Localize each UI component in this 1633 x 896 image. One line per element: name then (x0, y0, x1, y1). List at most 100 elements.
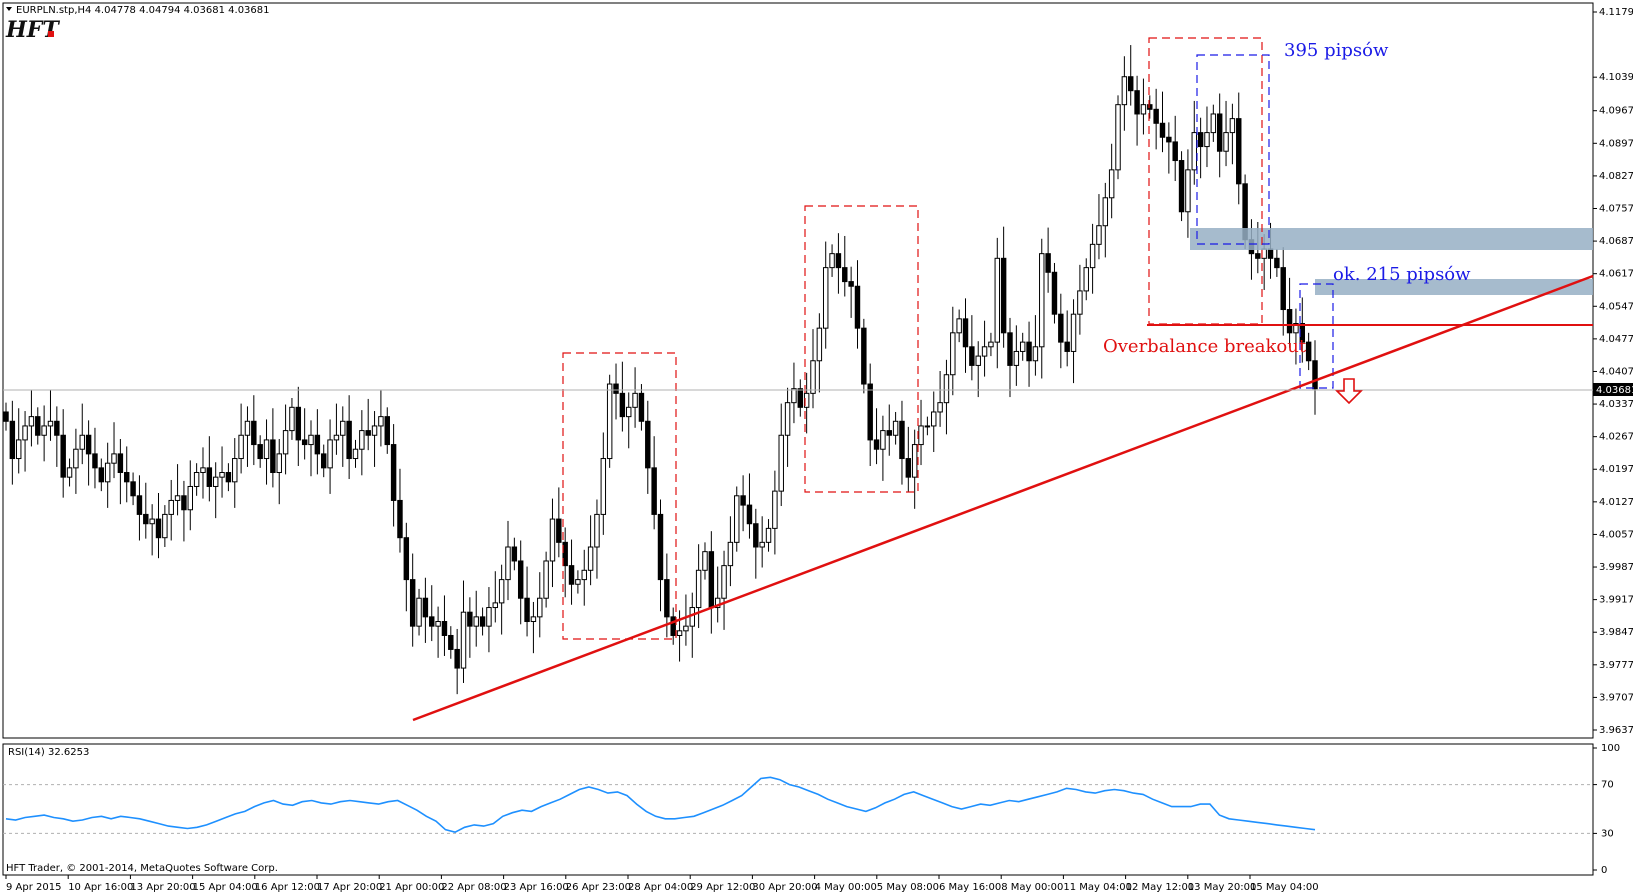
candle (168, 479, 174, 541)
candle (486, 587, 492, 653)
candle (193, 463, 200, 496)
price-tick-label: 4.00570 (1599, 529, 1633, 540)
candle (626, 392, 632, 449)
candle (575, 570, 581, 594)
candle (702, 542, 708, 580)
candle (92, 427, 98, 489)
candle (613, 363, 619, 420)
candle (1051, 262, 1058, 324)
candle (886, 404, 892, 456)
candle (981, 320, 988, 377)
candle (238, 403, 244, 474)
candle (149, 504, 155, 556)
candle (346, 395, 352, 480)
overbalance-box-2 (804, 205, 919, 493)
annotation-overbalance-breakout: Overbalance breakout (1103, 336, 1307, 357)
candle (467, 597, 473, 658)
candle (498, 564, 505, 635)
candle (244, 406, 251, 467)
candle (829, 244, 835, 277)
candle (340, 406, 346, 467)
price-tick-label: 4.03370 (1599, 399, 1633, 410)
candle (727, 516, 734, 587)
rsi-series (5, 776, 1316, 834)
rsi-tick-label: 100 (1601, 743, 1620, 754)
candle (543, 551, 549, 608)
time-tick-label: 10 Apr 16:00 (68, 882, 133, 893)
candle (409, 553, 416, 647)
candle (943, 359, 950, 435)
candle (765, 519, 772, 552)
candle (54, 406, 60, 467)
candle (1286, 277, 1293, 348)
candle (950, 306, 956, 396)
candle (931, 391, 937, 453)
candle (753, 508, 759, 579)
candle (556, 487, 562, 558)
candle (416, 588, 422, 636)
candle (225, 463, 232, 492)
candle (600, 432, 607, 535)
candle (962, 298, 969, 373)
hft-logo-text: HFT (5, 17, 60, 43)
candle (822, 241, 829, 349)
candle (848, 266, 854, 318)
candle (835, 233, 842, 294)
price-tick-label: 3.96370 (1599, 725, 1633, 736)
candle (136, 475, 143, 541)
candle (721, 550, 727, 630)
candle (66, 458, 73, 487)
candle (791, 362, 797, 424)
time-tick-label: 29 Apr 12:00 (690, 882, 755, 893)
candle (1127, 45, 1134, 106)
candle (861, 318, 867, 394)
candle (1019, 332, 1026, 361)
candle (1216, 93, 1223, 178)
candle (1039, 238, 1045, 379)
price-tick-label: 4.07570 (1599, 203, 1633, 214)
main-chart-frame (2, 2, 1594, 739)
time-tick-label: 11 May 04:00 (1063, 882, 1132, 893)
candle (1058, 293, 1064, 369)
chart-header: EURPLN.stp,H4 4.04778 4.04794 4.03681 4.… (6, 5, 270, 16)
candle (1210, 104, 1217, 142)
candle (206, 436, 213, 502)
rsi-title: RSI(14) 32.6253 (8, 747, 89, 758)
candle (892, 411, 899, 445)
candle (1147, 95, 1153, 119)
candle (41, 405, 47, 462)
candle (924, 416, 931, 436)
price-tick-label: 4.10390 (1599, 72, 1633, 83)
candle (537, 572, 543, 638)
candle (60, 409, 66, 498)
candle (854, 260, 861, 349)
candle (918, 399, 924, 466)
price-tick-label: 4.06170 (1599, 269, 1633, 280)
candle (594, 499, 600, 579)
candle (517, 540, 524, 625)
candle (460, 580, 467, 683)
price-tick-label: 3.97770 (1599, 660, 1633, 671)
candle (371, 411, 378, 467)
time-tick-label: 12 May 12:00 (1126, 882, 1195, 893)
candle (1000, 226, 1007, 348)
candle (9, 400, 16, 485)
price-tick-label: 3.98470 (1599, 627, 1633, 638)
candle (1140, 78, 1147, 135)
candle (251, 395, 257, 466)
candle (314, 409, 321, 475)
candle (1274, 249, 1280, 277)
time-tick-label: 23 Apr 16:00 (504, 882, 569, 893)
candle (98, 458, 105, 492)
candle (568, 539, 575, 605)
time-tick-label: 17 Apr 20:00 (317, 882, 382, 893)
price-tick-label: 4.11790 (1599, 7, 1633, 18)
candle (810, 329, 816, 409)
candle (657, 499, 664, 612)
candle (1293, 308, 1299, 365)
price-tick-label: 4.06870 (1599, 236, 1633, 247)
candle (1077, 264, 1083, 335)
overbalance-box-1 (562, 352, 677, 640)
candle (1223, 100, 1229, 167)
